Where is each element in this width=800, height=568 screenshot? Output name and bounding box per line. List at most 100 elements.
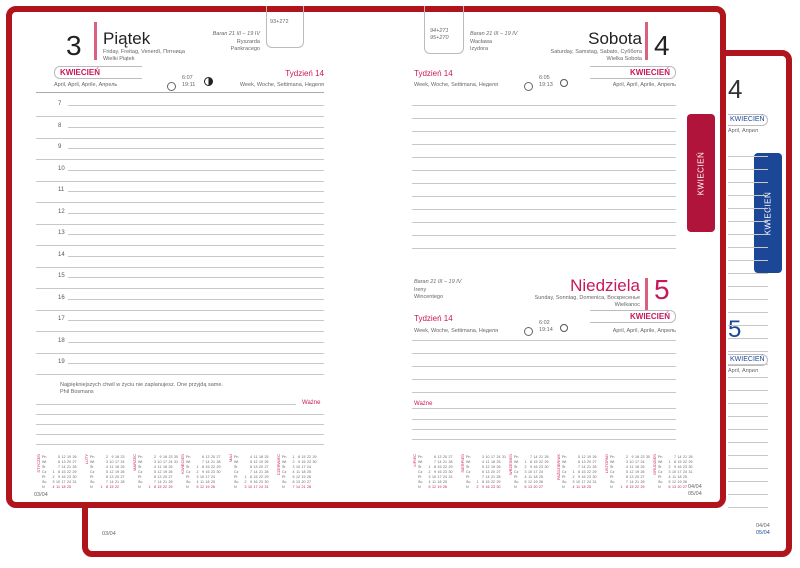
weekday-label: Wt [186,460,191,464]
mini-calendar-days: 6 13 20 27 7 14 21 28 1 8 15 22 29 2 9 16 23 30 3 10 17 24 31 4… [425,455,453,490]
writing-line [36,374,324,375]
calendar-day [215,485,221,490]
calendar-day: 30 [496,485,501,489]
sat-sunset: 19:13 [539,82,553,88]
calendar-week-row: 7 14 21 28 [665,455,693,460]
calendar-day: 28 [688,455,693,459]
calendar-day: 9 [530,465,532,469]
weekday-label: Śr [90,465,94,469]
mini-calendar-days: 6 13 20 27 7 14 21 28 1 8 15 22 29 2 9 16 23 30 3 10 17 24 4 11… [193,455,221,490]
calendar-week-row: 2 9 16 23 30 [49,475,77,480]
weekday-label: Wt [282,460,287,464]
calendar-day: 13 [296,480,300,484]
calendar-day: 23 [259,480,263,484]
calendar-day: 18 [205,480,210,484]
writing-line [728,234,768,235]
calendar-day: 8 [202,465,204,469]
calendar-day: 26 [640,470,645,474]
writing-line [728,156,768,157]
calendar-day: 21 [259,470,263,474]
calendar-day: 26 [264,460,269,464]
calendar-day: 13 [157,475,162,479]
calendar-week-row: 5 12 19 26 [425,485,453,490]
writing-line [728,338,768,339]
mini-calendar: PAŹDZIERNIK Pn Wt Śr Cz Pt So N 5 12 19 26 6 13 20 27 7 1… [556,450,603,491]
calendar-day: 16 [163,455,167,459]
month-tab[interactable]: KWIECIEŃ [687,114,715,232]
calendar-day: 18 [259,455,263,459]
page-code: 03/04 [34,492,48,498]
calendar-day: 25 [640,465,645,469]
calendar-day: 3 [482,455,484,459]
mini-calendar-month: KWIECIEŃ [180,454,185,474]
calendar-week-row: 4 11 18 25 [49,485,77,490]
sat-nameday-1: Wacława [470,39,493,45]
calendar-day: 2 [196,470,199,474]
calendar-day: 20 [491,470,495,474]
back-month-label: KWIECIEŃ [730,116,765,123]
calendar-week-row: 6 13 20 27 [193,455,221,460]
weekday-label: N [658,485,661,489]
calendar-day: 8 [578,470,580,474]
back-month-tab[interactable]: KWIECIEŃ [754,153,782,273]
writing-line [728,494,768,495]
calendar-day: 25 [168,465,173,469]
calendar-day: 28 [120,480,125,484]
calendar-day [543,485,549,490]
calendar-day: 10 [629,460,634,464]
calendar-day: 27 [539,485,543,489]
calendar-day: 25 [264,455,269,459]
calendar-day: 31 [592,480,597,484]
calendar-day: 7 [626,480,628,484]
calendar-day: 14 [157,480,162,484]
sat-month-box: KWIECIEŃ [590,66,676,79]
calendar-day: 13 [437,455,442,459]
calendar-day: 9 [298,460,300,464]
calendar-week-row: 6 13 20 27 [97,475,125,480]
calendar-day [447,485,453,490]
calendar-day: 18 [301,470,306,474]
calendar-week-row: 6 13 20 27 [145,475,178,480]
calendar-day: 16 [301,460,306,464]
weekday-label: Wt [418,460,423,464]
calendar-week-row: 5 12 19 26 [145,470,178,475]
calendar-day: 29 [688,460,693,464]
calendar-day: 31 [688,470,693,474]
calendar-day: 3 [244,485,247,489]
calendar-day: 17 [205,475,210,479]
calendar-day: 14 [205,460,210,464]
sun-day-name: Niedziela [570,276,640,295]
calendar-day: 24 [307,465,311,469]
calendar-week-row: 7 14 21 28 [49,465,77,470]
calendar-day: 30 [544,465,549,469]
month-box: KWIECIEŃ [54,66,142,79]
writing-line [412,170,676,171]
sat-sunrise: 6:05 [539,75,550,81]
weekday-label: N [186,485,189,489]
calendar-day: 12 [672,480,676,484]
weekday-labels: Pn Wt Śr Cz Pt So N [418,455,422,490]
calendar-day: 19 [301,475,306,479]
calendar-week-row: 4 11 18 25 [665,475,693,480]
calendar-day: 10 [528,470,532,474]
calendar-day: 27 [72,460,77,464]
calendar-day: 14 [253,470,258,474]
calendar-day: 17 [491,455,495,459]
weekday-label: So [186,480,191,484]
weekday-label: Śr [562,465,566,469]
calendar-day: 4 [106,465,108,469]
sun-month-translations: April, April, Aprile, Апрель [612,328,676,334]
calendar-day: 8 [154,485,156,489]
weekday-label: Śr [138,465,142,469]
calendar-day: 22 [443,465,447,469]
weekday-label: Pn [282,455,287,459]
writing-line [68,234,324,235]
calendar-week-row: 4 11 18 25 [521,475,549,480]
calendar-day: 1 [476,480,479,484]
calendar-day: 3 [524,470,527,474]
weekday-label: So [42,480,47,484]
calendar-day: 23 [587,475,591,479]
sat-month-label: KWIECIEŃ [630,68,670,77]
mini-calendar-days: 4 11 18 25 5 12 19 26 6 13 20 27 7 14 21 28 1 8 15 22 29 2 9 16… [241,455,269,490]
weekday-label: So [90,480,95,484]
